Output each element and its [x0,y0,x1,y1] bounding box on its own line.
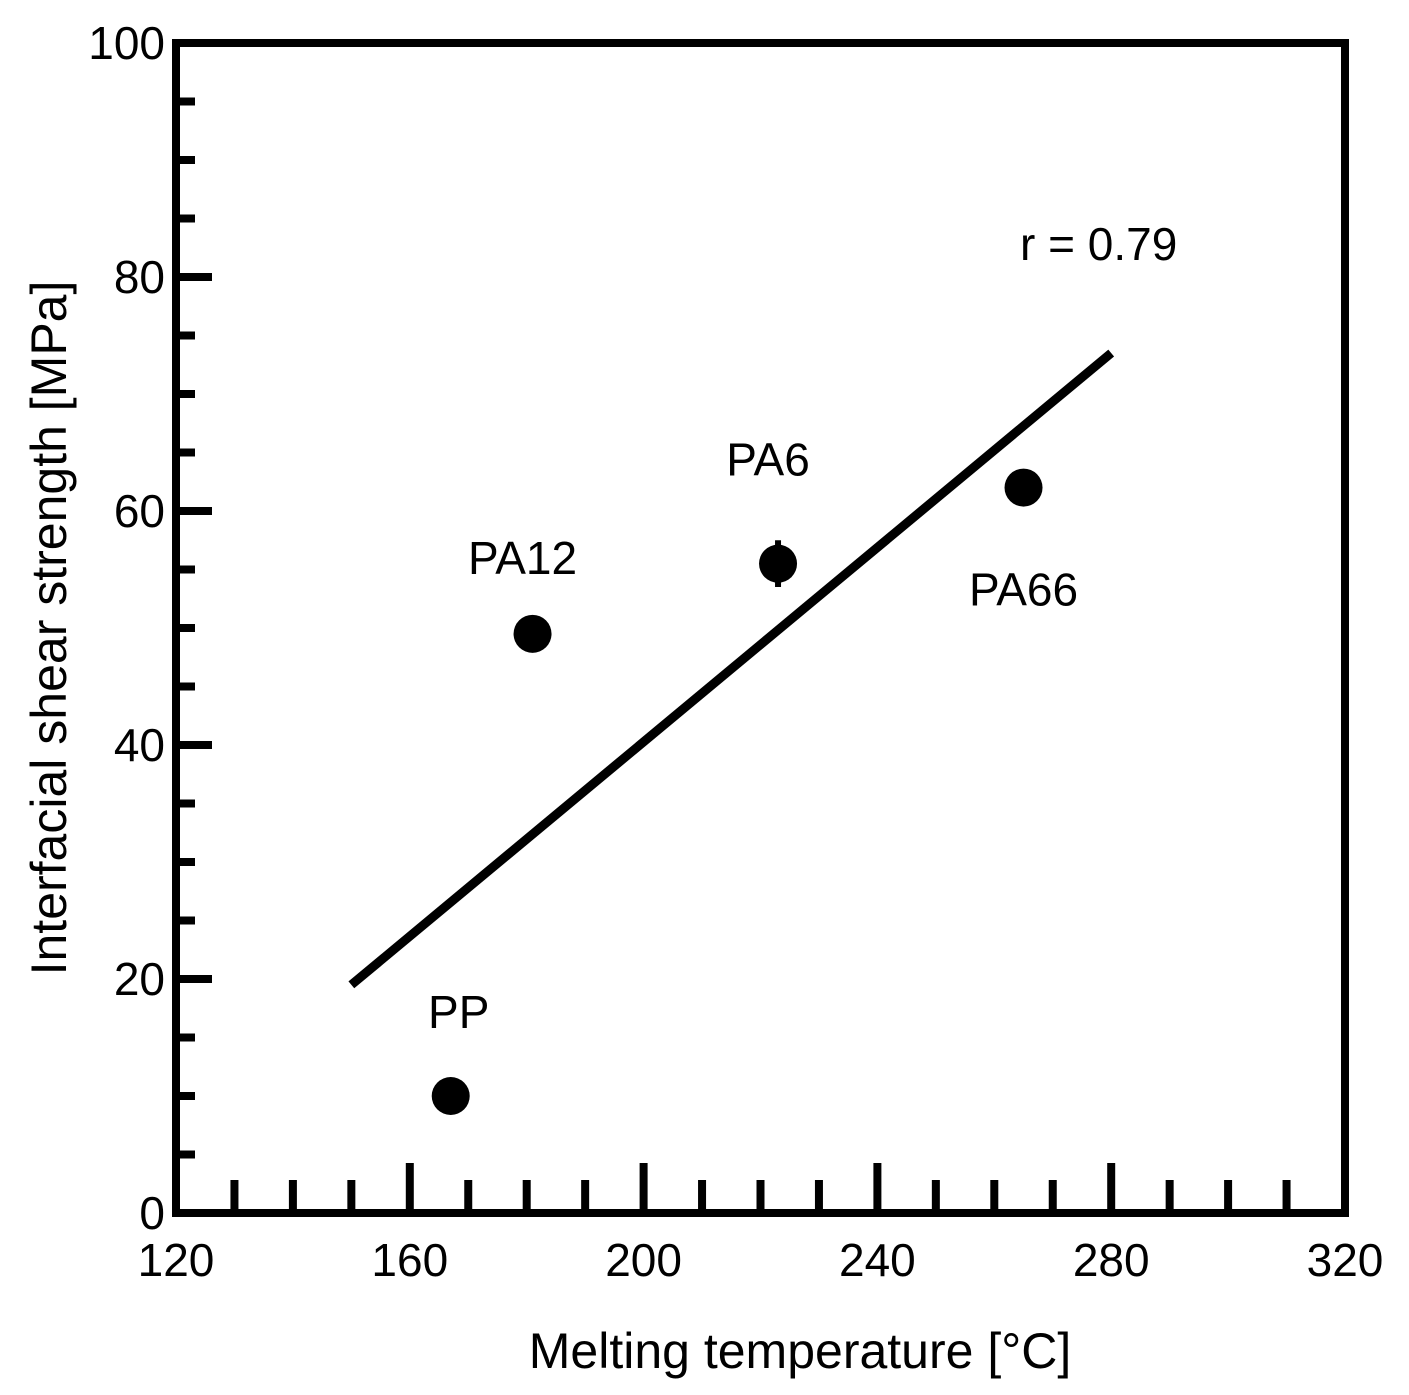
trend-line [348,349,1115,989]
data-points [431,468,1043,1115]
x-tick-label: 120 [138,1234,215,1286]
x-axis-title: Melting temperature [°C] [529,1323,1071,1379]
x-tick-labels: 120 160 200 240 280 320 [138,1234,1384,1286]
point-label: PA12 [468,532,577,584]
y-tick-labels: 0 20 40 60 80 100 [88,17,165,1239]
x-tick-label: 160 [371,1234,448,1286]
y-tick-label: 80 [114,251,165,303]
y-tick-label: 60 [114,485,165,537]
y-tick-label: 100 [88,17,165,69]
data-point [759,544,798,583]
y-tick-label: 40 [114,719,165,771]
point-label: PP [428,986,489,1038]
x-tick-label: 320 [1307,1234,1384,1286]
minor-ticks [176,97,1291,1213]
x-tick-label: 200 [605,1234,682,1286]
data-point [431,1077,470,1115]
major-ticks [176,273,1116,1213]
point-label: PA66 [969,564,1078,616]
y-tick-label: 0 [139,1187,165,1239]
plot-frame [172,39,1349,1217]
correlation-annotation: r = 0.79 [1020,218,1177,270]
data-point [513,614,552,653]
point-labels: PP PA12 PA6 PA66 [428,434,1078,1038]
y-axis-title: Interfacial shear strength [MPa] [21,281,77,976]
data-point [1004,468,1043,507]
x-tick-label: 280 [1073,1234,1150,1286]
x-tick-label: 240 [839,1234,916,1286]
y-tick-label: 20 [114,953,165,1005]
point-label: PA6 [726,434,810,486]
